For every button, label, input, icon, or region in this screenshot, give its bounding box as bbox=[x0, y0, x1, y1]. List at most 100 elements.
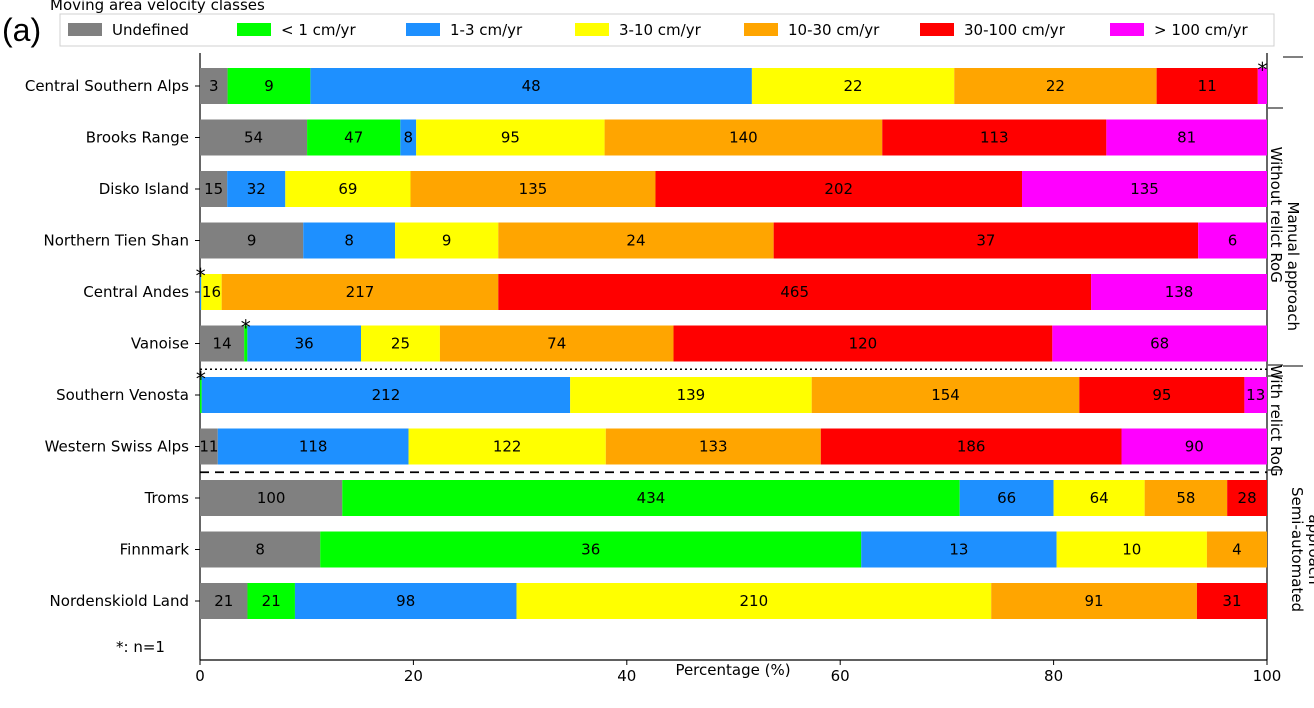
bar-value-label: 210 bbox=[740, 592, 769, 610]
x-tick-label: 20 bbox=[404, 667, 423, 685]
bar-value-label: 4 bbox=[1232, 541, 1242, 559]
bar-value-label: 95 bbox=[1152, 386, 1171, 404]
footnote-text: *: n=1 bbox=[116, 638, 165, 656]
bar-segment-1-cm-yr bbox=[247, 583, 295, 619]
group-label: approach bbox=[1305, 514, 1314, 584]
bar-segment-30-100-cm-yr bbox=[1227, 480, 1267, 516]
x-tick-label: 0 bbox=[195, 667, 205, 685]
bar-value-label: 16 bbox=[202, 283, 221, 301]
legend-item-10-30-cm-yr: 10-30 cm/yr bbox=[744, 21, 880, 39]
x-tick-label: 40 bbox=[617, 667, 636, 685]
bar-value-label: 47 bbox=[344, 129, 363, 147]
bar-value-label: 66 bbox=[997, 489, 1016, 507]
bar-segment-3-10-cm-yr bbox=[395, 222, 499, 259]
bar-value-label: 22 bbox=[1046, 77, 1065, 95]
bar-value-label: 133 bbox=[699, 438, 728, 456]
bar-value-label: 113 bbox=[980, 129, 1009, 147]
bar-value-label: 81 bbox=[1177, 129, 1196, 147]
bar-value-label: 48 bbox=[522, 77, 541, 95]
bar-value-label: 31 bbox=[1222, 592, 1241, 610]
bar-value-label: 21 bbox=[214, 592, 233, 610]
bar-value-label: 154 bbox=[931, 386, 960, 404]
group-label: Without relict RoG bbox=[1267, 147, 1285, 283]
bar-segment-30-100-cm-yr bbox=[882, 119, 1107, 156]
bar-segment-1-3-cm-yr bbox=[294, 583, 517, 619]
bar-value-label: 11 bbox=[199, 438, 218, 456]
bar-segment-1-3-cm-yr bbox=[201, 377, 571, 413]
category-label: Troms bbox=[144, 489, 190, 507]
bar-value-label: 6 bbox=[1228, 232, 1238, 250]
bar-value-label: 36 bbox=[295, 335, 314, 353]
bar-segment-undefined bbox=[200, 428, 218, 465]
bar-segment-1-cm-yr bbox=[200, 377, 202, 413]
legend-item-1-cm-yr: < 1 cm/yr bbox=[237, 21, 356, 39]
bar-segment-10-30-cm-yr bbox=[811, 377, 1080, 413]
bar-value-label: 13 bbox=[1246, 386, 1265, 404]
n-equals-one-marker: * bbox=[196, 264, 206, 288]
bar-row-troms: Troms 100 434 66 64 58 28 bbox=[144, 480, 1267, 516]
n-equals-one-marker: * bbox=[1257, 58, 1267, 82]
bar-segment-1-3-cm-yr bbox=[310, 68, 752, 104]
bar-value-label: 139 bbox=[677, 386, 706, 404]
bar-value-label: 21 bbox=[262, 592, 281, 610]
bar-segment-1-cm-yr bbox=[244, 325, 248, 362]
x-axis-label: Percentage (%) bbox=[675, 661, 790, 679]
x-tick-label: 100 bbox=[1253, 667, 1282, 685]
bar-segment-undefined bbox=[200, 222, 304, 259]
bar-segment-10-30-cm-yr bbox=[605, 428, 821, 465]
legend-item-3-10-cm-yr: 3-10 cm/yr bbox=[575, 21, 702, 39]
bar-segment-10-30-cm-yr bbox=[221, 274, 499, 310]
bar-segment-undefined bbox=[200, 119, 308, 156]
legend-item-30-100-cm-yr: 30-100 cm/yr bbox=[920, 21, 1066, 39]
bar-row-brooks-range: Brooks Range 54 47 8 95 140 113 81 bbox=[86, 119, 1267, 156]
legend-label: 30-100 cm/yr bbox=[964, 21, 1066, 39]
bar-segment-30-100-cm-yr bbox=[1196, 583, 1267, 619]
legend-item-100-cm-yr: > 100 cm/yr bbox=[1110, 21, 1249, 39]
bar-value-label: 9 bbox=[247, 232, 257, 250]
legend: Undefined < 1 cm/yr 1-3 cm/yr 3-10 cm/yr 10-… bbox=[68, 21, 1249, 39]
bar-row-finnmark: Finnmark 8 36 13 10 4 bbox=[120, 531, 1267, 568]
bar-value-label: 11 bbox=[1198, 77, 1217, 95]
bar-value-label: 8 bbox=[255, 541, 265, 559]
n-equals-one-marker: * bbox=[241, 316, 251, 340]
legend-item-undefined: Undefined bbox=[68, 21, 189, 39]
bar-segment-30-100-cm-yr bbox=[655, 171, 1023, 207]
bar-value-label: 186 bbox=[957, 438, 986, 456]
bar-value-label: 28 bbox=[1238, 489, 1257, 507]
bar-value-label: 32 bbox=[247, 180, 266, 198]
bar-row-western-swiss-alps: Western Swiss Alps 11 118 122 133 186 90 bbox=[45, 428, 1267, 465]
legend-swatch bbox=[68, 23, 102, 36]
bar-segment-100-cm-yr bbox=[1198, 222, 1267, 259]
bar-value-label: 13 bbox=[949, 541, 968, 559]
bar-value-label: 100 bbox=[257, 489, 286, 507]
bar-value-label: 3 bbox=[209, 77, 219, 95]
bar-segment-30-100-cm-yr bbox=[498, 274, 1092, 310]
bar-value-label: 37 bbox=[976, 232, 995, 250]
bar-segment-1-3-cm-yr bbox=[400, 119, 417, 156]
bar-value-label: 15 bbox=[204, 180, 223, 198]
category-label: Brooks Range bbox=[86, 129, 189, 147]
bar-segment-undefined bbox=[200, 325, 245, 362]
category-label: Central Southern Alps bbox=[25, 77, 189, 95]
bar-value-label: 138 bbox=[1165, 283, 1194, 301]
bar-segment-100-cm-yr bbox=[1052, 325, 1267, 362]
group-with-relict-rog: With relict RoG bbox=[1267, 365, 1285, 477]
x-tick-label: 60 bbox=[831, 667, 850, 685]
category-label: Western Swiss Alps bbox=[45, 438, 190, 456]
bar-segment-30-100-cm-yr bbox=[773, 222, 1199, 259]
group-manual-approach: Manual approach bbox=[1283, 56, 1303, 367]
category-label: Northern Tien Shan bbox=[44, 232, 189, 250]
bar-value-label: 14 bbox=[213, 335, 232, 353]
bar-segment-10-30-cm-yr bbox=[410, 171, 656, 207]
bar-value-label: 9 bbox=[442, 232, 452, 250]
bar-value-label: 212 bbox=[372, 386, 401, 404]
bar-segment-1-cm-yr bbox=[320, 531, 862, 568]
bar-value-label: 135 bbox=[1130, 180, 1159, 198]
bar-row-southern-venosta: Southern Venosta 212 139 154 95 13 * bbox=[56, 367, 1267, 413]
bar-segment-30-100-cm-yr bbox=[673, 325, 1053, 362]
bar-segment-10-30-cm-yr bbox=[439, 325, 674, 362]
bar-value-label: 36 bbox=[581, 541, 600, 559]
